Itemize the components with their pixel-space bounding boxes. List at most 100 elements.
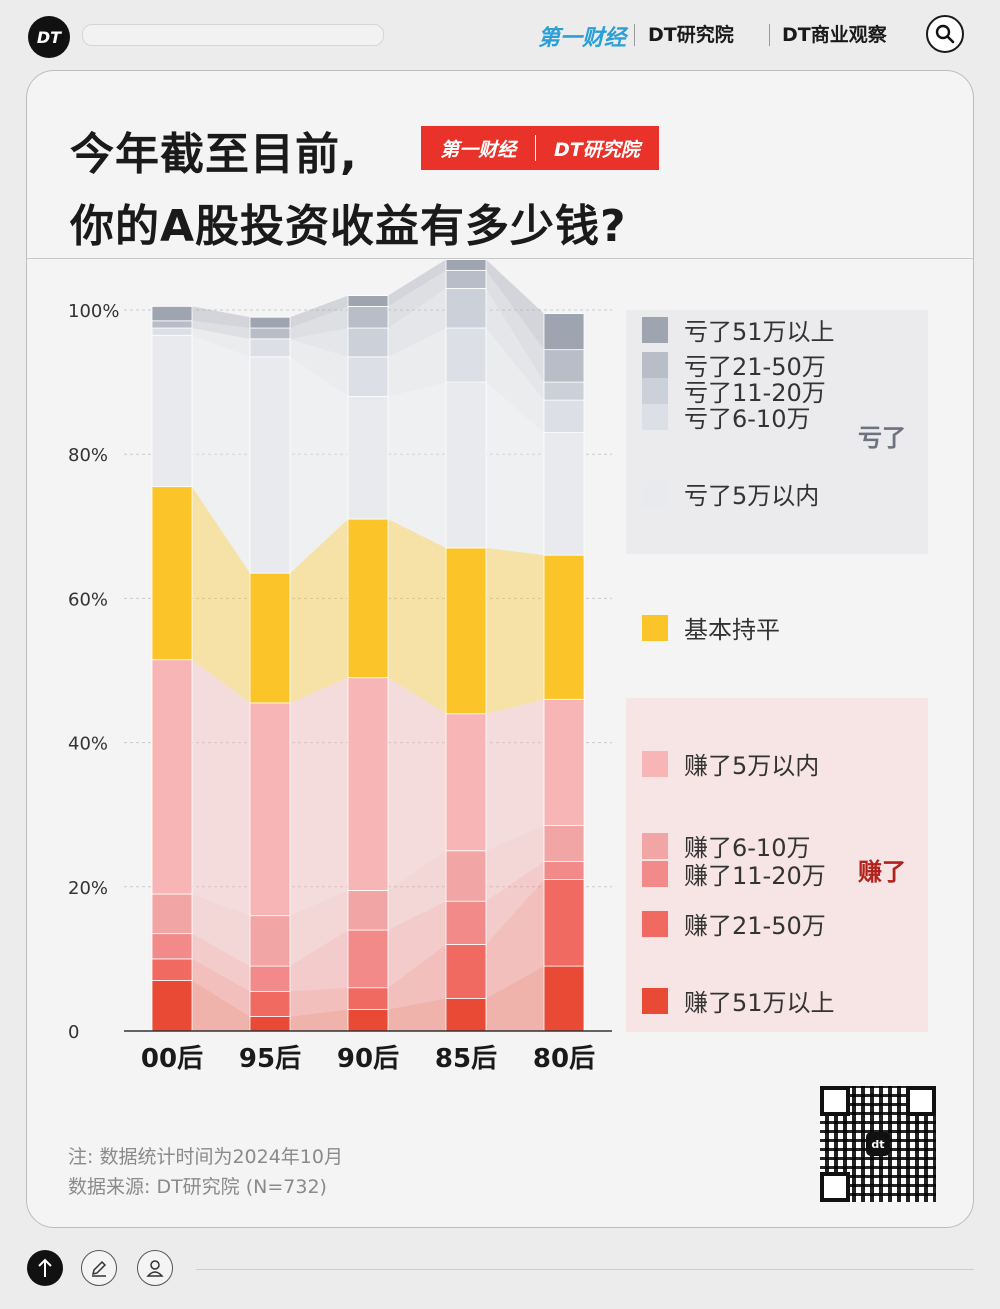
bar-segment (347, 396, 389, 520)
arrow-up-icon (38, 1258, 52, 1277)
brand-dt-research[interactable]: DT研究院 (648, 24, 734, 46)
bar-segment (249, 1016, 291, 1032)
connector-band (290, 519, 348, 703)
bar-segment (445, 287, 487, 329)
bar-segment (249, 965, 291, 992)
connector-band (290, 987, 348, 1017)
brand-divider (634, 24, 635, 46)
legend-item: 赚了51万以上 (642, 983, 835, 1018)
connector-band (388, 270, 446, 329)
brand-dt-business[interactable]: DT商业观察 (782, 24, 887, 46)
bar-segment (249, 327, 291, 340)
legend-label: 亏了21-50万 (684, 353, 826, 381)
user-icon (146, 1260, 164, 1277)
profile-button[interactable] (137, 1250, 173, 1286)
legend-loss-panel (626, 310, 928, 554)
gain-group-label: 赚了 (858, 858, 906, 886)
scroll-top-button[interactable] (27, 1250, 63, 1286)
bar-segment (445, 327, 487, 383)
legend-swatch (642, 480, 668, 507)
connector-band (192, 320, 250, 339)
connector-band (486, 270, 544, 383)
bar-segment (543, 825, 585, 862)
connector-band (486, 328, 544, 433)
badge-divider (534, 135, 536, 161)
connector-band (192, 933, 250, 992)
connector-band (192, 328, 250, 357)
legend-swatch (642, 832, 668, 859)
bar-segment (445, 900, 487, 945)
legend-item: 亏了11-20万 (642, 373, 826, 408)
bar-segment (151, 958, 193, 981)
connector-band (290, 356, 348, 574)
bar-segment (151, 659, 193, 895)
connector-band (486, 382, 544, 556)
legend-swatch (642, 614, 668, 641)
footnote-date: 注: 数据统计时间为2024年10月 (68, 1146, 343, 1168)
legend-item: 基本持平 (642, 610, 780, 645)
connector-band (486, 288, 544, 401)
connector-band (486, 825, 544, 902)
bar-segment (249, 702, 291, 917)
connector-band (388, 259, 446, 307)
bar-segment (347, 295, 389, 307)
brand-yicai[interactable]: 第一财经 (538, 26, 627, 51)
legend-item: 赚了21-50万 (642, 906, 826, 941)
legend-swatch (642, 316, 668, 343)
title-divider (26, 258, 974, 259)
title-line-2: 你的A股投资收益有多少钱? (70, 201, 627, 252)
bar-segment (543, 313, 585, 351)
edit-button[interactable] (81, 1250, 117, 1286)
y-tick-label: 100% (68, 301, 119, 322)
legend-swatch (642, 351, 668, 378)
legend-swatch (642, 377, 668, 404)
legend-label: 亏了5万以内 (684, 482, 820, 510)
dt-logo[interactable]: DT (28, 16, 70, 58)
bar-segment (249, 316, 291, 329)
bar-segment (445, 259, 487, 271)
legend-swatch (642, 860, 668, 887)
bar-segment (249, 356, 291, 574)
qr-finder (820, 1086, 850, 1116)
bar-segment (249, 572, 291, 704)
bar-segment (347, 305, 389, 329)
bar-segment (543, 698, 585, 826)
bar-segment (543, 349, 585, 383)
bar-segment (249, 990, 291, 1017)
connector-band (388, 328, 446, 397)
connector-band (290, 890, 348, 967)
x-tick-label: 95后 (239, 1044, 301, 1074)
legend-item: 亏了6-10万 (642, 399, 810, 434)
bar-segment (151, 893, 193, 935)
bar-segment (347, 677, 389, 891)
connector-band (486, 879, 544, 999)
bar-segment (543, 381, 585, 401)
badge-yicai: 第一财经 (440, 138, 517, 161)
footnote-source: 数据来源: DT研究院 (N=732) (68, 1176, 327, 1198)
connector-band (290, 295, 348, 329)
legend-label: 基本持平 (684, 616, 780, 644)
search-button[interactable] (926, 15, 964, 53)
bar-segment (445, 850, 487, 902)
x-tick-label: 90后 (337, 1044, 399, 1074)
connector-band (192, 980, 250, 1031)
qr-code[interactable]: dt (820, 1086, 936, 1202)
search-icon (935, 24, 955, 44)
bar-segment (347, 518, 389, 679)
qr-finder (906, 1086, 936, 1116)
bar-segment (445, 269, 487, 289)
legend-label: 赚了5万以内 (684, 752, 820, 780)
connector-band (388, 288, 446, 357)
legend-label: 赚了21-50万 (684, 912, 826, 940)
pencil-icon (91, 1260, 107, 1277)
bar-segment (543, 965, 585, 1032)
title-line-1: 今年截至目前, (70, 129, 358, 180)
bar-segment (151, 980, 193, 1032)
qr-finder (820, 1172, 850, 1202)
y-tick-label: 60% (68, 589, 108, 610)
legend-label: 赚了11-20万 (684, 862, 826, 890)
search-field[interactable] (82, 24, 384, 46)
bar-segment (543, 432, 585, 556)
bar-segment (151, 327, 193, 336)
